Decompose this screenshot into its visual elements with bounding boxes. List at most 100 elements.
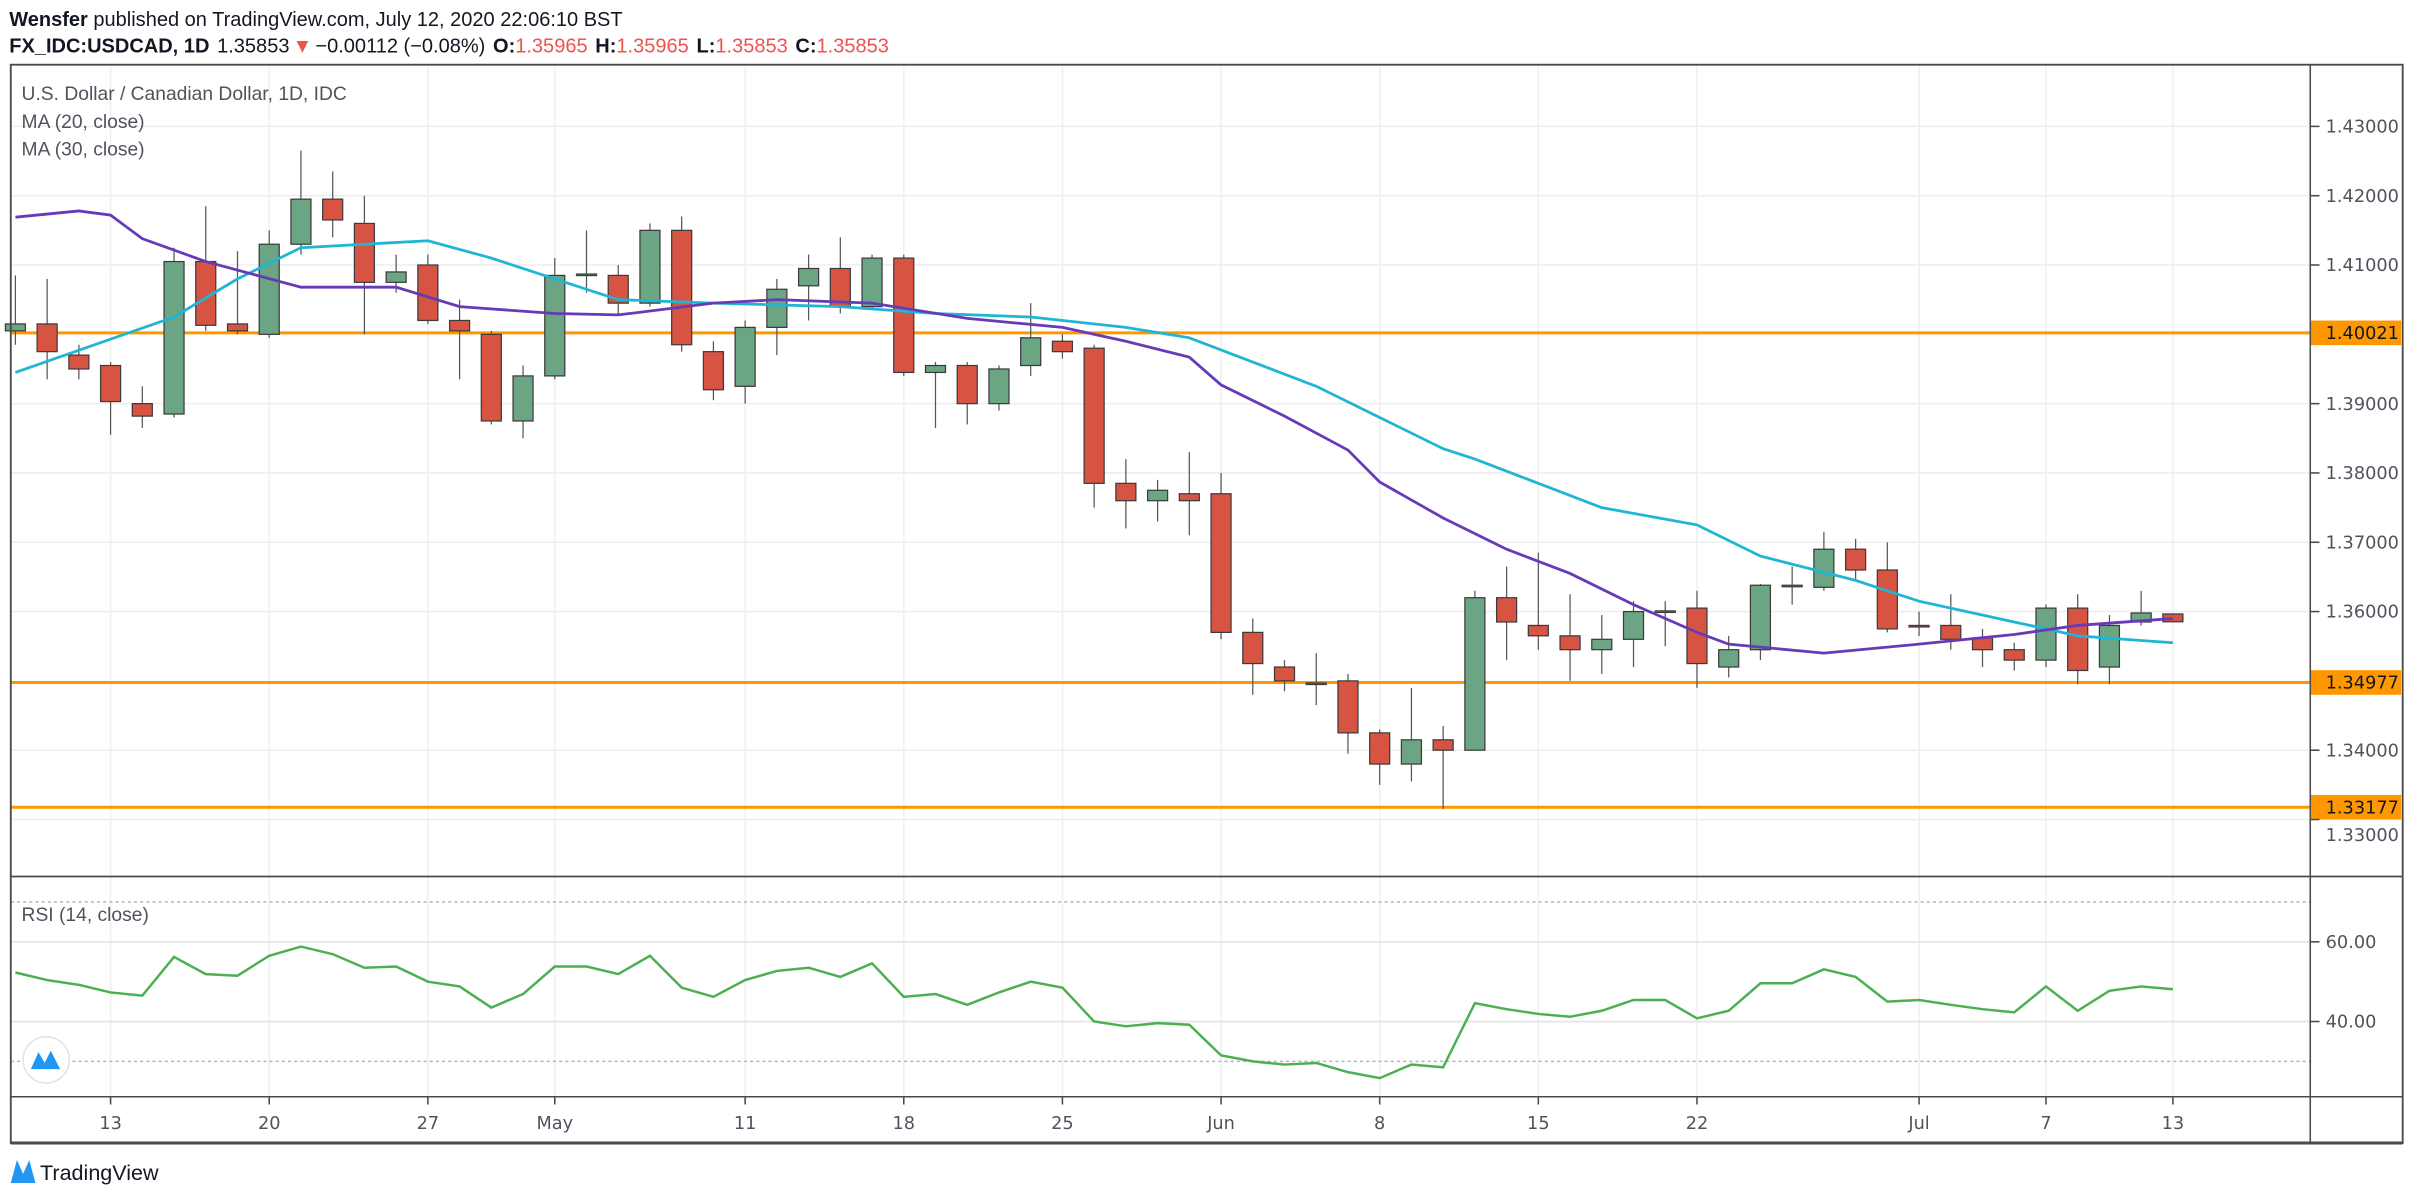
rsi-tick-label: 40.00 xyxy=(2326,1013,2377,1033)
candle-down xyxy=(893,257,915,374)
open-label: O: xyxy=(493,35,515,57)
author[interactable]: Wensfer xyxy=(9,9,88,31)
moving-averages xyxy=(14,209,2173,655)
candle-up xyxy=(4,323,27,332)
candle-up xyxy=(1591,638,1613,651)
symbol: FX_IDC:USDCAD, 1D xyxy=(9,35,209,57)
candle-down xyxy=(1337,680,1359,734)
candle-up xyxy=(544,274,566,377)
candle-up xyxy=(734,326,756,387)
candle-up xyxy=(2098,624,2121,668)
price-tick-label: 1.43000 xyxy=(2326,118,2399,138)
time-tick-label: 18 xyxy=(893,1114,916,1134)
candle-up xyxy=(988,368,1010,405)
candle-up xyxy=(861,257,883,308)
candle-down xyxy=(1369,732,1391,765)
time-tick-label: 25 xyxy=(1051,1114,1074,1134)
ma20-legend[interactable]: MA (20, close) xyxy=(22,112,145,133)
candle-down xyxy=(1559,635,1581,651)
candle-down xyxy=(1527,624,1549,637)
candle-down xyxy=(417,264,439,322)
candle-down xyxy=(36,323,58,353)
time-tick-label: 22 xyxy=(1686,1114,1709,1134)
candle-up xyxy=(1813,548,1835,588)
candle-down xyxy=(480,333,502,422)
candle-up xyxy=(163,260,185,415)
candle-down xyxy=(956,364,978,405)
level-price-label: 1.34977 xyxy=(2326,674,2399,694)
candle-up xyxy=(766,288,788,329)
time-tick-label: 13 xyxy=(99,1114,122,1134)
price-tick-label: 1.37000 xyxy=(2326,533,2399,553)
brand-name: TradingView xyxy=(40,1160,159,1185)
candle-down xyxy=(1876,569,1898,630)
candle-up xyxy=(575,273,598,277)
candle-down xyxy=(448,319,471,332)
candle-up xyxy=(385,271,407,283)
level-price-badge xyxy=(2310,320,2402,346)
candle-up xyxy=(1020,337,1042,367)
ma30-line xyxy=(15,209,2173,655)
time-tick-label: 27 xyxy=(417,1114,440,1134)
time-tick-label: May xyxy=(536,1114,573,1134)
candle-down xyxy=(671,229,693,346)
candle-up xyxy=(290,198,312,245)
low-value: 1.35853 xyxy=(715,35,787,57)
high-label: H: xyxy=(595,35,616,57)
candle-down xyxy=(1844,548,1867,571)
time-tick-label: 15 xyxy=(1527,1114,1550,1134)
rsi-legend[interactable]: RSI (14, close) xyxy=(22,905,149,926)
candle-down xyxy=(226,323,249,332)
candle-down xyxy=(68,354,90,370)
rsi-panel: 60.00 40.00 xyxy=(10,901,2377,1080)
price-tick-label: 1.34000 xyxy=(2326,741,2399,761)
ma30-legend[interactable]: MA (30, close) xyxy=(22,140,145,161)
arrow-down-icon: ▼ xyxy=(293,35,313,57)
time-tick-label: 8 xyxy=(1374,1114,1385,1134)
ma20-line xyxy=(14,239,2173,645)
candle-down xyxy=(2067,607,2089,672)
candle-down xyxy=(1305,682,1327,686)
candle-down xyxy=(1940,624,1962,640)
level-price-badge xyxy=(2310,794,2402,820)
price-change: −0.00112 (−0.08%) xyxy=(315,35,485,57)
candle-up xyxy=(258,243,280,335)
candle-down xyxy=(1908,624,1930,628)
candle-down xyxy=(131,403,153,417)
price-tick-label: 1.36000 xyxy=(2326,603,2399,623)
price-tick-label: 1.42000 xyxy=(2326,187,2399,207)
tradingview-logo[interactable]: TradingView xyxy=(10,1159,159,1185)
time-tick-label: Jun xyxy=(1206,1114,1235,1134)
grid xyxy=(10,64,2311,1097)
high-value: 1.35965 xyxy=(616,35,688,57)
horizontal-levels[interactable]: 1.40021 1.34977 1.33177 xyxy=(10,320,2402,820)
candle-down xyxy=(1115,482,1137,502)
candle-up xyxy=(1146,489,1169,502)
publish-line: Wensfer published on TradingView.com, Ju… xyxy=(9,9,622,31)
candle-up xyxy=(512,375,534,422)
candle-down xyxy=(607,274,629,304)
candle-down xyxy=(99,364,122,403)
candle-down xyxy=(1273,666,1296,682)
candle-down xyxy=(1432,739,1454,751)
candle-down xyxy=(1210,493,1232,633)
time-tick-label: 7 xyxy=(2040,1114,2051,1134)
level-price-label: 1.40021 xyxy=(2326,324,2399,344)
level-price-badge xyxy=(2310,670,2402,695)
price-tick-label: 1.41000 xyxy=(2326,256,2399,276)
time-tick-label: 20 xyxy=(258,1114,281,1134)
candle-up xyxy=(639,229,661,304)
candle-down xyxy=(2003,649,2025,661)
level-price-label: 1.33177 xyxy=(2326,798,2399,818)
time-tick-label: 11 xyxy=(734,1114,757,1134)
tradingview-badge-icon[interactable] xyxy=(22,1035,71,1084)
open-value: 1.35965 xyxy=(515,35,587,57)
rsi-line xyxy=(15,945,2173,1080)
candle-down xyxy=(353,222,376,283)
candle-up xyxy=(797,267,820,287)
quote-line: FX_IDC:USDCAD, 1D 1.35853 ▼ −0.00112 (−0.08… xyxy=(9,35,889,57)
candle-down xyxy=(322,198,344,221)
candles xyxy=(4,150,2184,810)
candle-up xyxy=(2035,607,2057,661)
